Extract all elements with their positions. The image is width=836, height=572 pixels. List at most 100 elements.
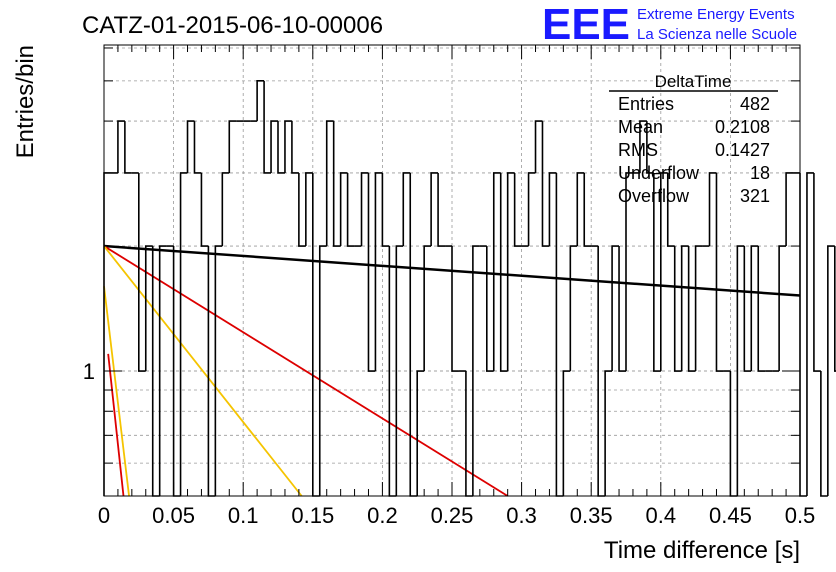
histogram-bin xyxy=(395,245,404,496)
fit-line-yellow xyxy=(103,286,130,497)
stats-value: 0.1427 xyxy=(715,140,770,160)
histogram-bin xyxy=(367,172,376,372)
histogram-bin xyxy=(263,80,272,174)
histogram-bin xyxy=(360,172,369,247)
histogram-bin xyxy=(277,121,285,174)
eee-logo: EEE xyxy=(542,0,630,49)
histogram-bin xyxy=(214,245,223,496)
histogram-bin xyxy=(708,172,717,247)
histogram-bin xyxy=(325,120,334,247)
histogram-bin xyxy=(660,172,668,372)
run-title: CATZ-01-2015-06-10-00006 xyxy=(82,12,383,39)
histogram-bin xyxy=(339,172,348,247)
histogram-bin xyxy=(785,172,794,247)
stats-title: DeltaTime xyxy=(655,72,732,91)
histogram-bin xyxy=(270,120,278,173)
histogram-bin xyxy=(318,245,327,496)
org-tagline: La Scienza nelle Scuole xyxy=(637,26,797,43)
histogram-bin xyxy=(332,121,341,247)
histogram-bin xyxy=(513,172,522,247)
histogram-bin xyxy=(583,172,592,247)
histogram-bin xyxy=(346,172,355,247)
histogram-bin xyxy=(179,172,188,496)
histogram-bin xyxy=(291,121,299,174)
x-tick-label: 0.2 xyxy=(367,503,398,528)
histogram-bin xyxy=(680,245,689,372)
histogram-bin xyxy=(673,246,682,372)
histogram-bin xyxy=(472,245,480,496)
x-tick-label: 0.3 xyxy=(506,503,537,528)
histogram-bin xyxy=(569,245,578,372)
histogram-bin xyxy=(715,172,724,372)
histogram-bin xyxy=(562,370,571,496)
histogram-bin xyxy=(492,172,501,372)
histogram-bin xyxy=(736,245,745,496)
histogram-bin xyxy=(200,172,209,247)
x-tick-label: 0.5 xyxy=(785,503,816,528)
org-name: Extreme Energy Events xyxy=(637,6,795,23)
histogram-bin xyxy=(743,246,752,372)
histogram-bin xyxy=(437,172,446,247)
histogram-bin xyxy=(144,245,153,372)
histogram-bin xyxy=(430,172,439,247)
x-tick-label: 0.45 xyxy=(709,503,752,528)
histogram-bin xyxy=(834,246,836,372)
histogram-bin xyxy=(186,120,195,173)
stats-label: Entries xyxy=(618,94,674,114)
stats-value: 0.2108 xyxy=(715,117,770,137)
histogram-bin xyxy=(604,370,613,496)
axis-ticks: 0 0.05 0.1 0.15 0.2 0.25 0.3 0.35 0.4 0.45 0.5 1 xyxy=(83,45,816,528)
histogram-bin xyxy=(653,172,661,372)
histogram-bin xyxy=(221,172,230,247)
histogram-bin xyxy=(778,245,787,372)
histogram-bin xyxy=(402,172,411,247)
histogram-bin xyxy=(256,80,265,122)
histogram-bin xyxy=(138,172,146,372)
histogram-bin xyxy=(298,172,306,247)
stats-value: 18 xyxy=(750,163,770,183)
stats-box: DeltaTime Entries 482 Mean 0.2108 RMS 0.1427 U… xyxy=(609,72,778,206)
fit-line-red xyxy=(107,353,125,497)
histogram-bin xyxy=(541,121,550,247)
x-tick-label: 0.4 xyxy=(646,503,677,528)
fit-line-yellow xyxy=(103,245,303,497)
x-tick-label: 0.25 xyxy=(431,503,474,528)
histogram-bin xyxy=(451,246,459,372)
stats-label: RMS xyxy=(618,140,658,160)
histogram-bin xyxy=(639,120,647,173)
histogram-bin xyxy=(374,172,383,372)
histogram-bin xyxy=(416,370,425,496)
histogram-bin xyxy=(486,246,494,372)
stats-value: 321 xyxy=(740,186,770,206)
x-tick-label: 0.15 xyxy=(291,503,334,528)
histogram-bin xyxy=(499,172,508,372)
y-axis-label: Entries/bin xyxy=(12,45,39,158)
histogram-bin xyxy=(527,172,536,247)
x-axis-label: Time difference [s] xyxy=(604,537,800,564)
stats-label: Overflow xyxy=(618,186,690,206)
histogram-bin xyxy=(806,172,814,496)
histogram-bin xyxy=(618,246,626,372)
histogram-bin xyxy=(506,172,515,372)
histogram-bin xyxy=(228,120,237,173)
histogram-bin xyxy=(381,172,390,247)
x-tick-label: 0.05 xyxy=(152,503,195,528)
histogram-bin xyxy=(646,121,654,174)
histogram-bin xyxy=(576,172,585,247)
x-tick-label: 0.35 xyxy=(570,503,613,528)
histogram-bin xyxy=(666,172,675,247)
histogram-bin xyxy=(611,245,620,372)
y-tick-label: 1 xyxy=(83,359,95,384)
stats-rows: Entries 482 Mean 0.2108 RMS 0.1427 Underflow 18… xyxy=(618,94,770,206)
histogram-bin xyxy=(117,120,125,173)
histogram-bin xyxy=(750,245,759,372)
histogram-bin xyxy=(284,120,292,173)
histogram-bin xyxy=(813,172,821,372)
histogram-bin xyxy=(193,121,202,174)
stats-label: Mean xyxy=(618,117,663,137)
stats-value: 482 xyxy=(740,94,770,114)
histogram-bin xyxy=(757,246,766,372)
x-tick-label: 0 xyxy=(98,503,110,528)
stats-label: Underflow xyxy=(618,163,700,183)
